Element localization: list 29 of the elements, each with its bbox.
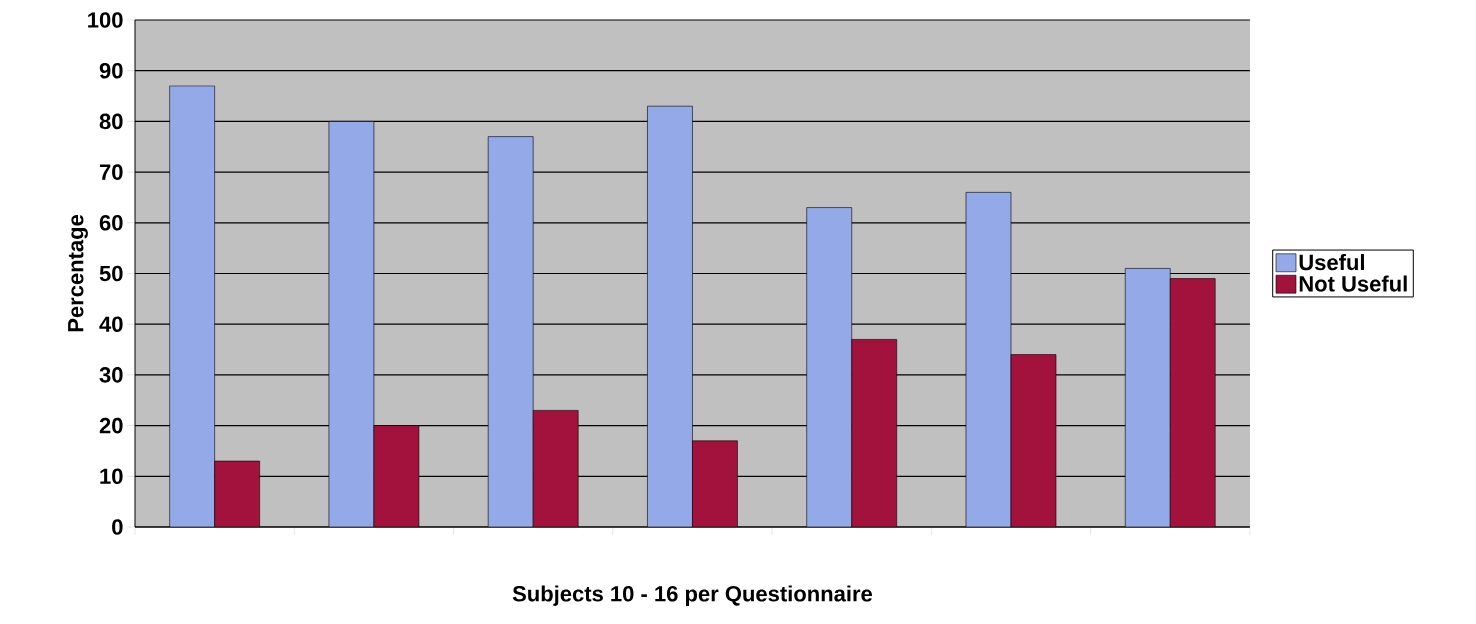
y-tick-label: 70 [99,164,123,180]
y-tick-label: 60 [99,214,123,231]
bar [1124,268,1171,527]
bar [373,425,420,527]
bar [169,85,215,527]
y-tick-label: 50 [99,265,123,282]
legend-label: Not Useful [1299,275,1407,292]
bar [692,440,738,527]
y-tick-label: 90 [99,62,123,79]
y-tick-label: 100 [88,12,123,28]
bar [487,136,534,527]
bar [851,339,898,527]
y-tick-label: 30 [99,367,123,383]
bar [1169,278,1216,527]
bar [328,121,375,527]
y-tick-label: 20 [99,417,123,434]
bar [214,460,260,527]
x-axis-title: Subjects 10 - 16 per Questionnaire [512,585,873,606]
y-tick-label: 10 [100,468,123,485]
y-axis-title: Percentage [68,214,88,332]
bar [1010,354,1057,527]
legend-label: Useful [1299,254,1364,271]
y-tick-label: 40 [99,316,123,332]
y-tick-label: 80 [99,113,123,130]
bar [965,192,1012,527]
bar [532,410,579,527]
bar [806,207,853,527]
bar [647,105,693,527]
y-tick-label: 0 [112,519,123,535]
